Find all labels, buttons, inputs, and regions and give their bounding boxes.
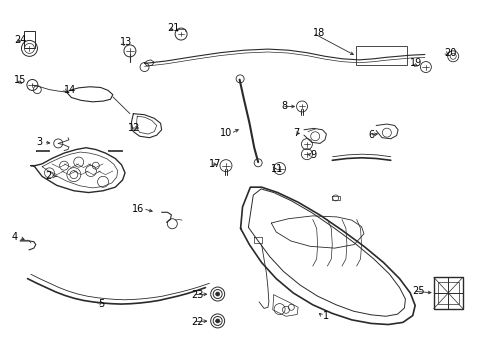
Text: 13: 13 [120,37,132,47]
Circle shape [215,292,219,296]
Bar [437,282,458,304]
Text: 21: 21 [167,23,180,33]
Text: 2: 2 [45,171,52,181]
Text: 15: 15 [14,75,27,85]
Text: 3: 3 [36,138,42,147]
Text: 24: 24 [14,35,27,45]
Text: 20: 20 [444,48,456,58]
Text: 10: 10 [220,129,232,138]
Text: 17: 17 [209,159,222,169]
Text: 25: 25 [412,286,425,296]
Text: 23: 23 [190,290,203,300]
Text: 4: 4 [11,232,18,242]
Bar [24,31,35,48]
Text: 1: 1 [322,311,328,321]
Text: 6: 6 [368,130,374,140]
Text: 14: 14 [64,85,76,95]
Text: 12: 12 [128,123,141,133]
Text: 11: 11 [271,164,283,174]
Circle shape [215,319,219,323]
Text: 18: 18 [312,28,325,38]
Text: 9: 9 [310,150,316,160]
Text: 8: 8 [281,102,286,112]
Bar [355,45,406,65]
Text: 16: 16 [132,204,144,214]
Text: 19: 19 [409,58,422,68]
Text: 7: 7 [293,129,299,138]
Bar [433,277,462,309]
Text: 5: 5 [98,299,104,309]
Text: 22: 22 [190,317,203,327]
